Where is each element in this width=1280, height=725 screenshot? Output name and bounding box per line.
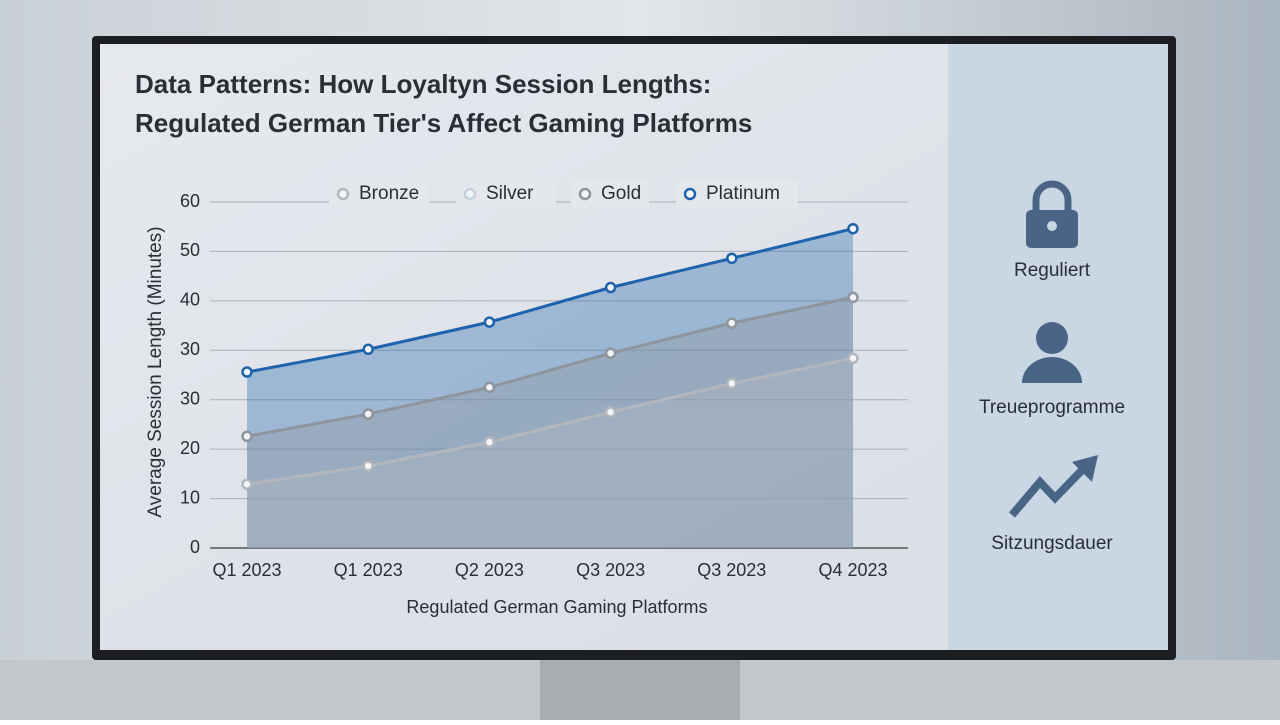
data-point xyxy=(847,291,859,304)
side-label: Reguliert xyxy=(1014,260,1091,281)
monitor-stand xyxy=(540,655,740,720)
y-tick-label: 30 xyxy=(180,339,200,359)
area xyxy=(247,358,853,548)
x-tick-label: Q2 2023 xyxy=(455,560,524,580)
legend-label: Platinum xyxy=(706,183,780,204)
trend-icon xyxy=(1008,455,1098,518)
data-point xyxy=(483,316,496,328)
data-point xyxy=(604,406,617,418)
data-point xyxy=(726,317,738,329)
legend-marker xyxy=(578,187,592,201)
y-tick-label: 0 xyxy=(190,537,200,557)
data-point xyxy=(483,381,496,394)
legend-marker xyxy=(336,187,350,201)
data-point xyxy=(726,252,738,265)
data-point xyxy=(847,352,859,364)
side-label: Treueprogramme xyxy=(979,397,1125,418)
chart-subtitle: Regulated German Tier's Affect Gaming Pl… xyxy=(135,108,752,138)
data-point xyxy=(241,366,253,378)
series-line xyxy=(246,356,854,486)
data-point xyxy=(847,222,859,235)
legend-label: Bronze xyxy=(359,183,419,204)
data-point xyxy=(604,347,617,360)
x-tick-label: Q1 2023 xyxy=(212,560,281,580)
legend-marker xyxy=(683,187,697,201)
legend-label: Gold xyxy=(601,183,641,204)
data-point xyxy=(241,478,253,490)
person-icon xyxy=(1022,322,1082,383)
y-tick-label: 20 xyxy=(180,438,200,458)
series-line xyxy=(246,227,854,374)
chart-title: Data Patterns: How Loyaltyn Session Leng… xyxy=(135,69,711,99)
y-axis-label: Average Session Length (Minutes) xyxy=(145,226,166,517)
y-tick-label: 50 xyxy=(180,240,200,260)
data-point xyxy=(241,430,253,443)
lock-icon xyxy=(1026,180,1078,248)
series-line xyxy=(246,295,854,438)
legend-label: Silver xyxy=(486,183,534,204)
y-tick-label: 30 xyxy=(180,388,200,408)
area xyxy=(247,228,853,549)
x-tick-label: Q3 2023 xyxy=(576,560,645,580)
side-label: Sitzungsdauer xyxy=(991,533,1113,554)
y-tick-label: 60 xyxy=(180,191,200,211)
x-axis-label: Regulated German Gaming Platforms xyxy=(406,597,707,617)
data-point xyxy=(362,408,374,420)
legend-bg xyxy=(676,180,798,208)
x-tick-label: Q3 2023 xyxy=(697,560,766,580)
data-point xyxy=(604,281,617,294)
data-point xyxy=(362,343,374,356)
x-tick-label: Q4 2023 xyxy=(818,560,887,580)
area xyxy=(247,297,853,548)
x-tick-label: Q1 2023 xyxy=(334,560,403,580)
data-point xyxy=(483,436,496,448)
data-point xyxy=(362,460,374,472)
data-point xyxy=(726,377,738,390)
y-tick-label: 10 xyxy=(180,487,200,507)
y-tick-label: 40 xyxy=(180,290,200,310)
legend-marker xyxy=(463,187,477,201)
